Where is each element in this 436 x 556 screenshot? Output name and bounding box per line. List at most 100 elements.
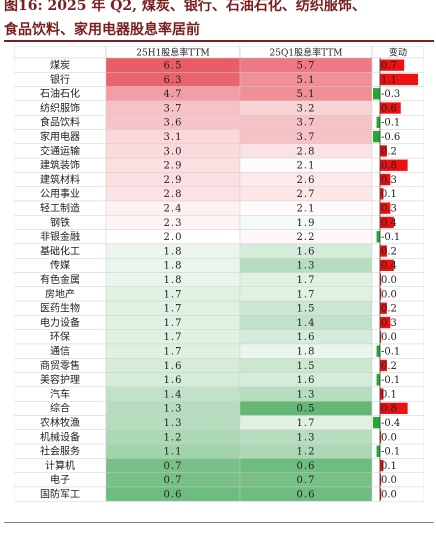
change-cell [371, 486, 424, 502]
h1-value: 1.8 [164, 275, 183, 286]
q1-value: 2.8 [297, 146, 316, 157]
change-bar-negative [376, 374, 380, 386]
change-bar-positive [380, 216, 394, 229]
industry-label: 银行 [50, 73, 70, 86]
change-value: 0.1 [381, 461, 397, 472]
q1-value: 1.3 [297, 432, 316, 443]
change-bar-positive [380, 316, 391, 329]
h1-value: 1.7 [164, 304, 183, 315]
q1-value: 3.2 [297, 103, 316, 114]
chart-title: 图16: 2025 年 Q2, 煤炭、银行、石油石化、纺织服饰、 食品饮料、家用… [4, 0, 436, 42]
change-value: 0.0 [381, 332, 397, 343]
h1-value: 1.3 [164, 418, 183, 429]
change-value: -0.1 [381, 232, 400, 243]
change-bar-positive [380, 388, 384, 400]
change-bar-positive [380, 302, 387, 314]
bottom-rule [4, 522, 434, 523]
industry-label: 交通运输 [40, 144, 80, 157]
h1-value: 3.7 [164, 103, 183, 114]
change-value: -0.1 [381, 375, 400, 386]
h1-value: 1.7 [164, 289, 183, 300]
h1-value: 1.7 [164, 318, 183, 329]
h1-value: 1.8 [164, 261, 183, 272]
change-value: 0.7 [381, 61, 397, 72]
change-value: 0.0 [381, 432, 397, 443]
change-value: 0.8 [381, 161, 397, 172]
h1-value: 2.4 [164, 204, 183, 215]
q1-value: 1.3 [297, 261, 316, 272]
change-bar-negative [373, 88, 380, 100]
change-bar-positive [380, 359, 387, 372]
q1-value: 2.1 [297, 161, 316, 172]
industry-label: 食品饮料 [40, 116, 80, 129]
q1-value: 1.9 [297, 218, 316, 229]
change-value: 0.3 [381, 318, 397, 329]
change-bar-positive [380, 59, 405, 71]
change-bar-positive [380, 73, 418, 86]
industry-label: 建筑材料 [40, 173, 80, 186]
h1-value: 1.4 [164, 389, 183, 400]
change-bar-positive [380, 431, 382, 443]
change-value: 0.3 [381, 175, 397, 186]
change-value: 0.0 [381, 490, 397, 501]
h1-value: 1.3 [164, 404, 183, 415]
industry-label: 有色金属 [40, 273, 80, 286]
change-bar-positive [380, 245, 387, 257]
change-value: 0.6 [381, 103, 397, 114]
industry-label: 房地产 [45, 287, 75, 300]
industry-label: 农林牧渔 [40, 416, 80, 429]
change-value: 0.1 [381, 189, 397, 200]
industry-label: 通信 [50, 346, 70, 358]
header-label-1: 25H1股息率TTM [136, 47, 209, 59]
change-bar-negative [376, 231, 380, 243]
header-label-2: 25Q1股息率TTM [270, 47, 343, 59]
change-bar-positive [380, 288, 382, 300]
industry-label: 汽车 [50, 387, 70, 400]
change-bar-positive [380, 259, 394, 271]
q1-value: 3.7 [297, 132, 316, 143]
industry-label: 传媒 [50, 260, 70, 272]
change-value: -0.6 [381, 132, 400, 143]
industry-label: 公用事业 [40, 187, 80, 200]
change-value: 0.1 [381, 389, 397, 400]
change-bar-negative [376, 116, 380, 128]
industry-label: 国防军工 [40, 488, 80, 501]
q1-value: 3.7 [297, 118, 316, 129]
h1-value: 2.9 [164, 175, 183, 186]
q1-value: 5.1 [297, 89, 316, 100]
change-bar-positive [380, 488, 382, 500]
change-value: 0.3 [381, 204, 397, 215]
change-value: 0.2 [381, 304, 397, 315]
h1-value: 2.0 [164, 232, 183, 243]
h1-value: 1.1 [164, 447, 183, 458]
h1-value: 0.7 [164, 461, 183, 472]
chart-title-line-2: 食品饮料、家用电器股息率居前 [4, 22, 200, 38]
industry-label: 医药生物 [40, 302, 80, 315]
change-value: 0.0 [381, 475, 397, 486]
h1-value: 1.2 [164, 432, 183, 443]
q1-value: 0.7 [297, 475, 316, 486]
industry-label: 纺织服饰 [40, 101, 80, 114]
title-rule [4, 40, 434, 42]
q1-value: 0.5 [297, 404, 316, 415]
industry-label: 基础化工 [40, 244, 80, 257]
industry-label: 非银金融 [40, 230, 80, 243]
industry-label: 机械设备 [40, 430, 80, 443]
q1-value: 1.4 [297, 318, 316, 329]
industry-label: 商贸零售 [40, 359, 80, 372]
change-bar-negative [376, 345, 380, 357]
h1-value: 3.0 [164, 146, 183, 157]
change-bar-positive [380, 474, 382, 486]
change-value: 0.2 [381, 361, 397, 372]
h1-value: 1.8 [164, 246, 183, 257]
industry-label: 轻工制造 [40, 202, 80, 215]
industry-label: 计算机 [45, 459, 75, 472]
q1-value: 0.6 [297, 461, 316, 472]
q1-value: 2.6 [297, 175, 316, 186]
h1-value: 2.9 [164, 161, 183, 172]
q1-value: 2.7 [297, 189, 316, 200]
industry-label: 煤炭 [50, 59, 70, 72]
change-value: 0.2 [381, 246, 397, 257]
q1-value: 5.1 [297, 75, 316, 86]
